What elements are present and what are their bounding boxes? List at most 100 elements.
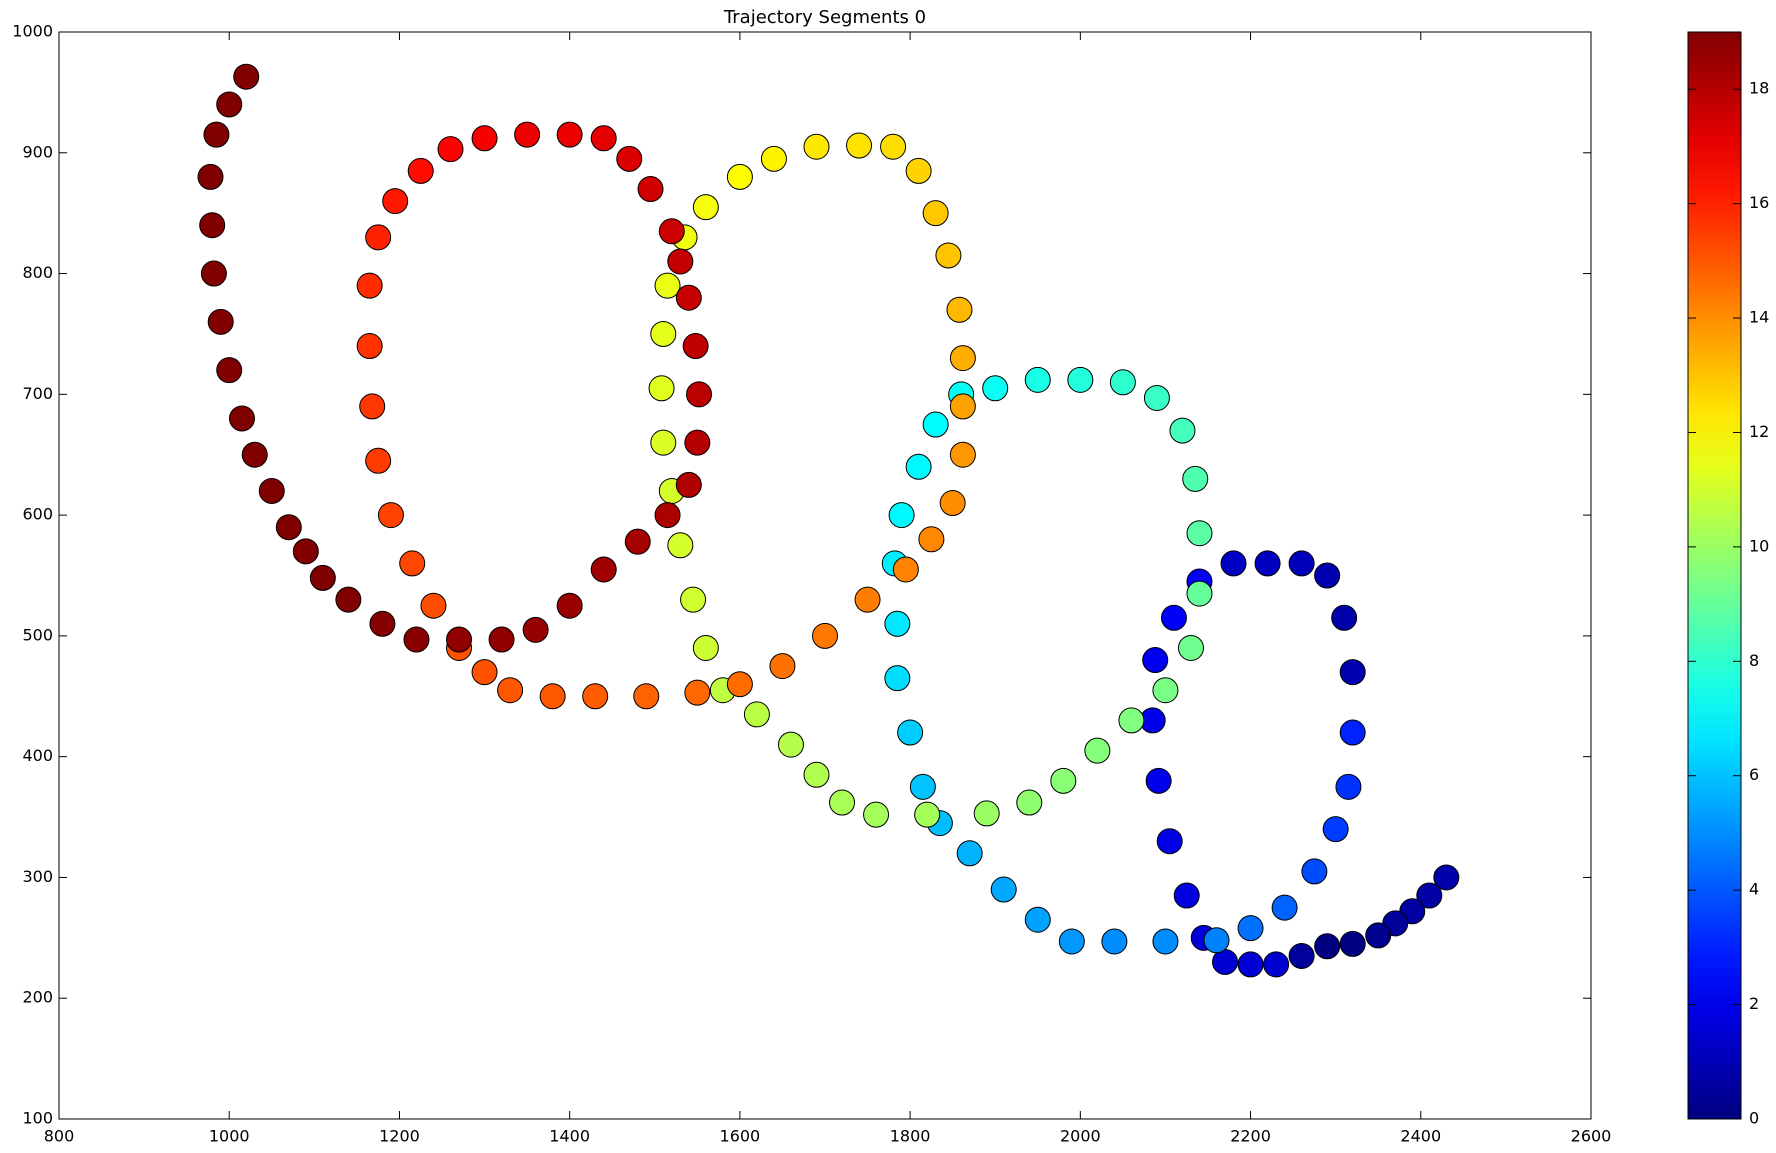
point: [1142, 647, 1169, 674]
point: [650, 320, 677, 347]
point: [667, 248, 694, 275]
point: [1186, 520, 1213, 547]
point: [1335, 773, 1362, 800]
points: [197, 63, 1460, 978]
point: [990, 876, 1017, 903]
point: [377, 502, 404, 529]
point: [437, 136, 464, 163]
point: [654, 502, 681, 529]
point: [1220, 550, 1247, 577]
point: [275, 514, 302, 541]
point: [1339, 930, 1366, 957]
y-tick-label: 200: [22, 988, 53, 1007]
colorbar-tick-label: 2: [1749, 994, 1759, 1013]
point: [582, 683, 609, 710]
point: [949, 393, 976, 420]
point: [624, 528, 651, 555]
point: [918, 526, 945, 553]
colorbar-tick-label: 4: [1749, 880, 1759, 899]
y-tick-label: 900: [22, 142, 53, 161]
point: [233, 63, 260, 90]
point: [803, 133, 830, 160]
point: [884, 610, 911, 637]
x-tick-label: 1800: [890, 1127, 931, 1146]
point: [446, 626, 473, 653]
point: [1152, 677, 1179, 704]
colorbar-tick-label: 12: [1749, 422, 1769, 441]
point: [675, 471, 702, 498]
point: [650, 429, 677, 456]
point: [633, 683, 660, 710]
point: [539, 683, 566, 710]
point: [897, 719, 924, 746]
point: [1109, 369, 1136, 396]
point: [1024, 366, 1051, 393]
x-tick-label: 2200: [1230, 1127, 1271, 1146]
point: [309, 564, 336, 591]
point: [216, 91, 243, 118]
y-tick-label: 400: [22, 746, 53, 765]
point: [497, 677, 524, 704]
point: [982, 375, 1009, 402]
point: [880, 133, 907, 160]
plot-frame: [58, 31, 1592, 1120]
point: [846, 132, 873, 159]
point: [680, 586, 707, 613]
point: [1145, 767, 1172, 794]
point: [1301, 858, 1328, 885]
point: [365, 224, 392, 251]
point: [914, 801, 941, 828]
point: [1271, 894, 1298, 921]
point: [973, 800, 1000, 827]
point: [1156, 828, 1183, 855]
x-tick-label: 1400: [549, 1127, 590, 1146]
point: [675, 284, 702, 311]
point: [1016, 789, 1043, 816]
x-tick-label: 2600: [1571, 1127, 1612, 1146]
point: [335, 586, 362, 613]
point: [1314, 562, 1341, 589]
point: [1416, 882, 1443, 909]
point: [863, 801, 890, 828]
point: [905, 453, 932, 480]
point: [726, 671, 753, 698]
point: [1177, 634, 1204, 661]
point: [1152, 928, 1179, 955]
point: [654, 272, 681, 299]
point: [403, 626, 430, 653]
point: [203, 121, 230, 148]
point: [1365, 922, 1392, 949]
point: [199, 212, 226, 239]
point: [216, 357, 243, 384]
point: [556, 121, 583, 148]
point: [200, 260, 227, 287]
point: [658, 218, 685, 245]
colorbar-tick-label: 14: [1749, 308, 1769, 327]
point: [514, 121, 541, 148]
point: [1173, 882, 1200, 909]
point: [1339, 719, 1366, 746]
point: [812, 622, 838, 649]
point: [829, 789, 856, 816]
y-tick-label: 700: [22, 384, 53, 403]
point: [241, 441, 268, 468]
chart-title: Trajectory Segments 0: [723, 7, 926, 28]
point: [1024, 906, 1051, 933]
point: [1058, 928, 1085, 955]
point: [292, 538, 319, 565]
point: [258, 477, 285, 504]
point: [1237, 951, 1264, 978]
point: [407, 157, 434, 184]
point: [637, 176, 664, 203]
point: [1314, 933, 1341, 960]
point: [949, 441, 976, 468]
y-tick-label: 500: [22, 625, 53, 644]
colorbar-tick-label: 8: [1749, 651, 1759, 670]
point: [946, 296, 973, 323]
point: [420, 592, 447, 619]
x-tick-label: 1600: [720, 1127, 761, 1146]
point: [935, 242, 962, 269]
point: [1322, 816, 1349, 843]
point: [1118, 707, 1145, 734]
